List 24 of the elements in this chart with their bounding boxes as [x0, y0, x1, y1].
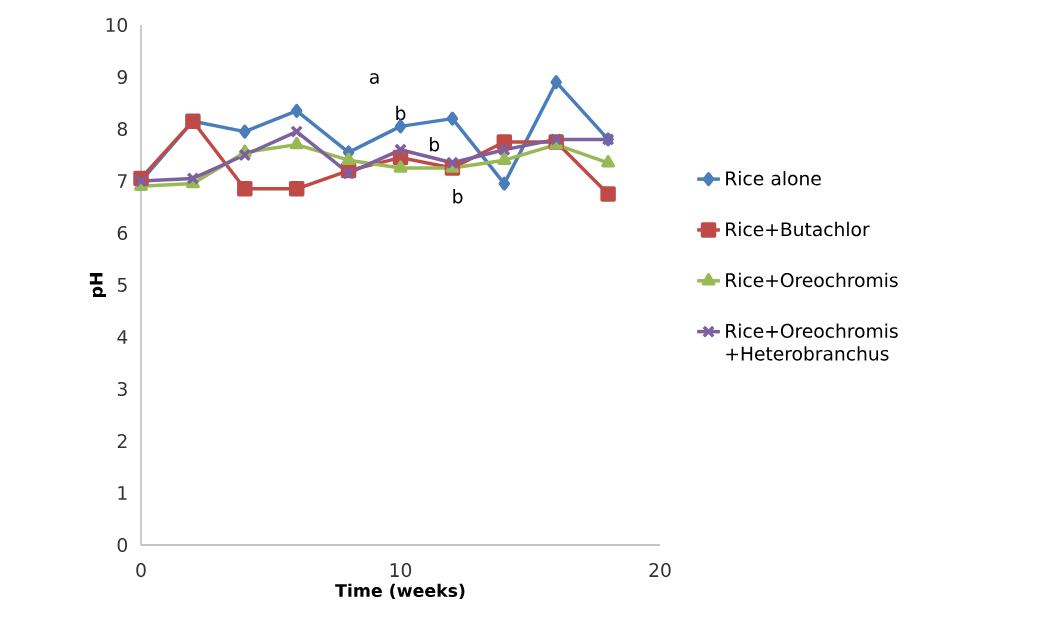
- annotation: b: [396, 105, 406, 121]
- x-axis-title: Time (weeks): [335, 583, 465, 600]
- y-tick-label: 8: [117, 121, 128, 137]
- legend-label: Rice+Oreochromis: [726, 272, 898, 288]
- annotation: b: [430, 137, 440, 152]
- y-tick-label: 9: [117, 69, 127, 85]
- y-axis-title: pH: [89, 273, 107, 297]
- legend-label: Rice+Butachlor: [726, 221, 870, 237]
- annotation: b: [453, 189, 463, 204]
- y-tick-label: 2: [117, 434, 127, 448]
- y-tick-label: 6: [117, 225, 128, 241]
- x-tick-label: 10: [390, 563, 412, 578]
- legend-label: Rice+Oreochromis +Heterobranchus: [726, 323, 898, 361]
- x-tick-label: 0: [136, 563, 146, 578]
- y-tick-label: 4: [117, 330, 128, 344]
- annotation: a: [369, 73, 379, 84]
- legend-label: Rice alone: [726, 171, 821, 186]
- y-tick-label: 5: [117, 278, 127, 292]
- x-tick-label: 20: [649, 563, 671, 578]
- y-tick-label: 0: [117, 537, 128, 553]
- y-tick-label: 3: [117, 381, 127, 397]
- y-tick-label: 7: [117, 174, 127, 188]
- y-tick-label: 1: [118, 486, 127, 500]
- y-tick-label: 10: [106, 17, 128, 33]
